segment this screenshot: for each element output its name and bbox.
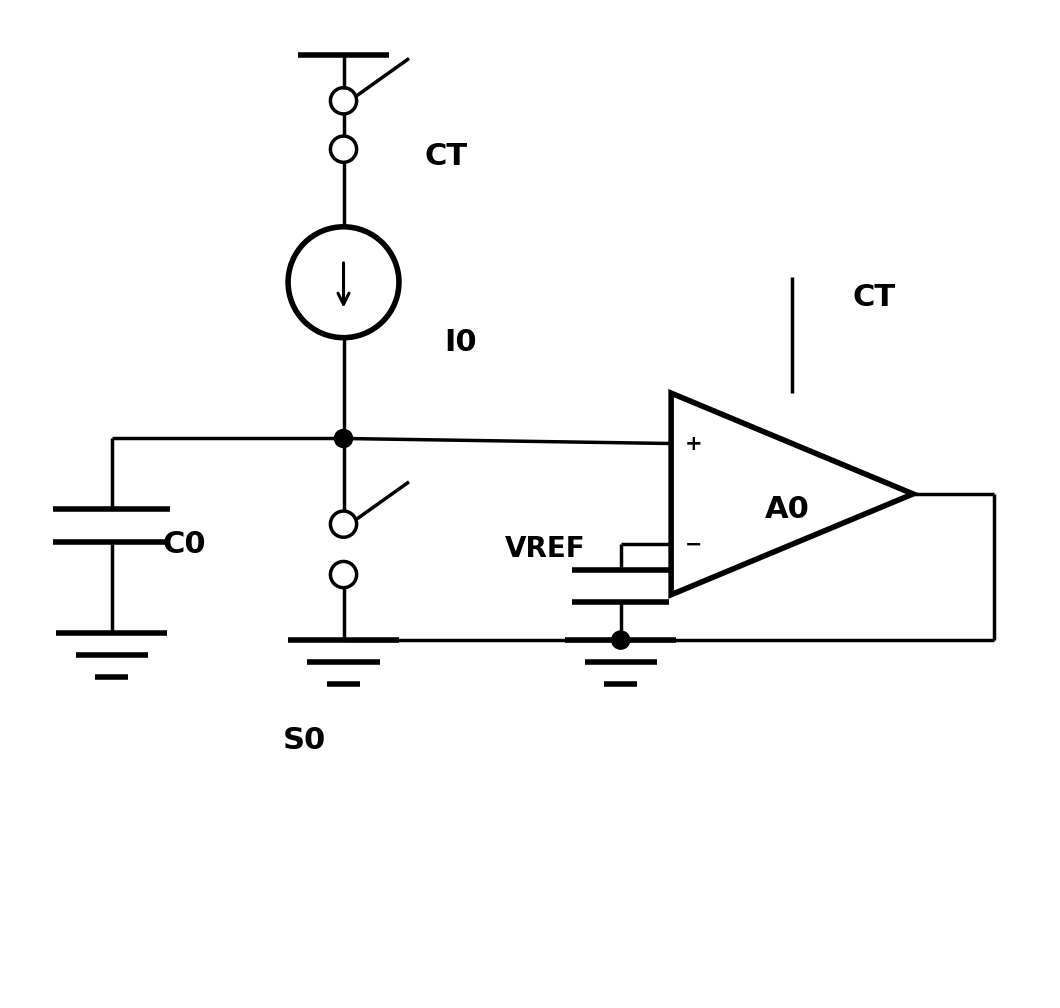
Text: CT: CT	[852, 283, 896, 311]
Text: VREF: VREF	[505, 535, 585, 563]
Text: S0: S0	[283, 727, 326, 755]
Text: I0: I0	[444, 329, 477, 357]
Text: C0: C0	[162, 530, 206, 558]
Circle shape	[335, 429, 353, 448]
Text: A0: A0	[764, 495, 810, 523]
Text: +: +	[685, 433, 702, 454]
Text: −: −	[685, 534, 702, 554]
Circle shape	[612, 631, 630, 649]
Text: CT: CT	[424, 142, 467, 170]
